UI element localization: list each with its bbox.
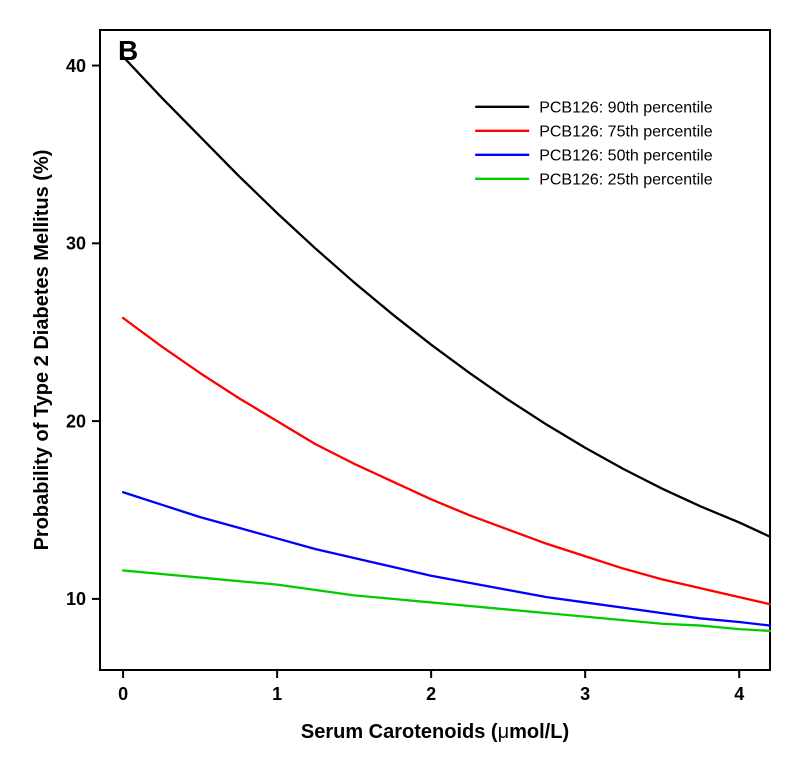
svg-text:1: 1 xyxy=(272,684,282,704)
probability-chart: 0 1 2 3 4 10 20 30 40 Serum Carotenoids (μmol/L) P… xyxy=(0,0,800,767)
legend-label-1: PCB126: 75th percentile xyxy=(539,123,713,140)
svg-text:10: 10 xyxy=(66,589,86,609)
legend-label-3: PCB126: 25th percentile xyxy=(539,171,713,188)
svg-text:2: 2 xyxy=(426,684,436,704)
legend-label-2: PCB126: 50th percentile xyxy=(539,147,713,164)
svg-text:20: 20 xyxy=(66,411,86,431)
legend-label-0: PCB126: 90th percentile xyxy=(539,99,713,116)
svg-text:0: 0 xyxy=(118,684,128,704)
svg-text:40: 40 xyxy=(66,56,86,76)
svg-text:4: 4 xyxy=(734,684,744,704)
svg-text:30: 30 xyxy=(66,234,86,254)
x-axis-label: Serum Carotenoids (μmol/L) xyxy=(301,721,569,743)
chart-svg: 0 1 2 3 4 10 20 30 40 Serum Carotenoids (μmol/L) P… xyxy=(0,0,800,767)
svg-text:3: 3 xyxy=(580,684,590,704)
y-axis-label: Probability of Type 2 Diabetes Mellitus … xyxy=(31,150,53,551)
